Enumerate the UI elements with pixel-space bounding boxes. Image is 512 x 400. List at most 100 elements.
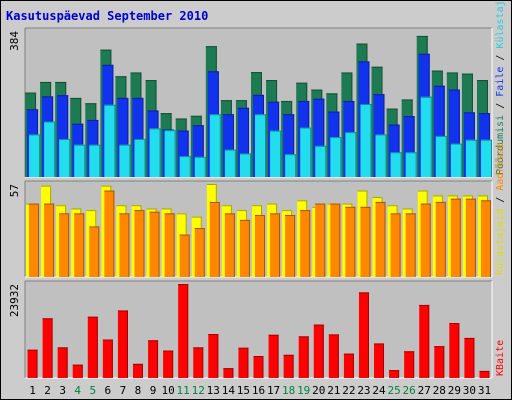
bottom-bar-shadow: [262, 356, 264, 378]
top-bar-fill: [403, 116, 415, 177]
bottom-bar-shadow: [172, 350, 174, 378]
top-bar-külastajaid-11: [179, 156, 191, 177]
top-legend-part-0: Pöördumisi: [495, 115, 506, 175]
middle-bar-cap: [131, 205, 142, 207]
day-label-10: 10: [161, 384, 174, 397]
bottom-bar-cap: [117, 310, 128, 312]
top-bar-shadow: [99, 144, 101, 177]
top-bar-cap: [164, 130, 176, 132]
bottom-bar-cap: [283, 354, 294, 356]
middle-bar-cap: [134, 210, 145, 212]
top-bar-cap: [222, 114, 234, 116]
middle-bar-shadow: [459, 198, 461, 277]
top-bar-shadow: [293, 114, 295, 177]
bottom-bar-cap: [268, 334, 279, 336]
middle-bar-shadow: [294, 215, 296, 277]
middle-bar-fill: [239, 219, 250, 277]
bottom-bar-shadow: [126, 310, 128, 378]
top-bar-shadow: [232, 114, 234, 177]
top-bar-cap: [418, 53, 430, 55]
top-bar-shadow: [323, 98, 325, 177]
bottom-bar-cap: [328, 334, 339, 336]
bottom-bar-cap: [72, 364, 83, 366]
middle-bar-cap: [342, 203, 353, 205]
middle-bar-cap: [420, 203, 431, 205]
bottom-bar-fill: [223, 368, 234, 378]
day-label-31: 31: [478, 384, 491, 397]
bottom-bar-fill: [102, 339, 113, 378]
top-bar-fill: [360, 104, 372, 177]
top-bar-külastajaid-22: [345, 132, 357, 177]
bottom-bar-kbaite-1: [27, 349, 38, 378]
top-bar-cap: [179, 156, 191, 158]
top-bar-faile-29: [448, 89, 460, 177]
top-bar-külastajaid-30: [465, 139, 477, 177]
middle-bar-shadow: [233, 213, 235, 277]
middle-bar-aadresse-22: [345, 206, 356, 277]
top-bar-cap: [313, 98, 325, 100]
middle-bar-cap: [29, 203, 40, 205]
top-bar-shadow: [127, 97, 129, 177]
top-bar-cap: [72, 123, 84, 125]
middle-bar-fill: [194, 228, 205, 277]
bottom-bar-cap: [193, 347, 204, 349]
top-bar-shadow: [355, 132, 357, 177]
bottom-bar-fill: [87, 316, 98, 378]
middle-bar-cap: [315, 203, 326, 205]
top-bar-shadow: [234, 149, 236, 177]
middle-bar-fill: [74, 213, 85, 277]
bottom-bar-fill: [358, 292, 369, 378]
top-bar-cap: [270, 130, 282, 132]
bottom-bar-shadow: [141, 363, 143, 378]
top-bar-cap: [119, 144, 131, 146]
bottom-bar-fill: [343, 353, 354, 378]
top-bar-cap: [55, 81, 67, 83]
middle-bar-cap: [224, 213, 235, 215]
bottom-bar-shadow: [81, 364, 83, 378]
day-label-30: 30: [463, 384, 476, 397]
top-bar-cap: [465, 139, 477, 141]
middle-bar-aadresse-24: [375, 201, 386, 277]
day-label-7: 7: [120, 384, 127, 397]
middle-bar-shadow: [339, 203, 341, 277]
top-bar-faile-3: [57, 95, 69, 177]
top-bar-shadow: [39, 134, 41, 177]
middle-bar-fill: [255, 215, 265, 277]
day-label-23: 23: [357, 384, 370, 397]
top-bar-cap: [57, 95, 69, 97]
middle-bar-shadow: [474, 198, 476, 277]
bottom-bar-fill: [117, 310, 128, 378]
top-bar-külastajaid-13: [209, 114, 221, 177]
top-bar-cap: [448, 89, 460, 91]
top-bar-cap: [40, 81, 52, 83]
bottom-bar-fill: [449, 323, 460, 378]
middle-bar-shadow: [188, 234, 190, 277]
top-bar-cap: [100, 49, 112, 51]
bottom-bar-kbaite-18: [283, 354, 294, 378]
bottom-bar-kbaite-4: [72, 364, 83, 378]
top-bar-cap: [207, 71, 219, 73]
middle-bar-aadresse-2: [44, 203, 55, 277]
top-bar-cap: [326, 93, 338, 95]
middle-legend-label: Külastajaid / Aadresse: [495, 143, 506, 275]
bottom-bar-kbaite-16: [253, 356, 264, 378]
top-legend-part-4: Külastajaid: [495, 1, 506, 49]
top-bar-külastajaid-31: [480, 139, 492, 177]
bottom-bar-cap: [464, 337, 475, 339]
middle-bar-aadresse-26: [405, 213, 416, 277]
day-label-19: 19: [297, 384, 310, 397]
day-label-22: 22: [342, 384, 355, 397]
top-bar-shadow: [413, 116, 415, 177]
bottom-bar-kbaite-28: [434, 346, 445, 378]
middle-bar-aadresse-31: [480, 200, 491, 277]
bottom-bar-fill: [148, 340, 159, 378]
top-bar-shadow: [325, 145, 327, 177]
bottom-bar-cap: [389, 370, 400, 372]
middle-bar-cap: [480, 200, 491, 202]
top-bar-cap: [375, 134, 387, 136]
middle-bar-shadow: [158, 211, 160, 277]
middle-bar-cap: [300, 210, 311, 212]
middle-bar-aadresse-3: [59, 213, 70, 277]
middle-bar-cap: [462, 195, 473, 197]
middle-bar-cap: [387, 205, 398, 207]
